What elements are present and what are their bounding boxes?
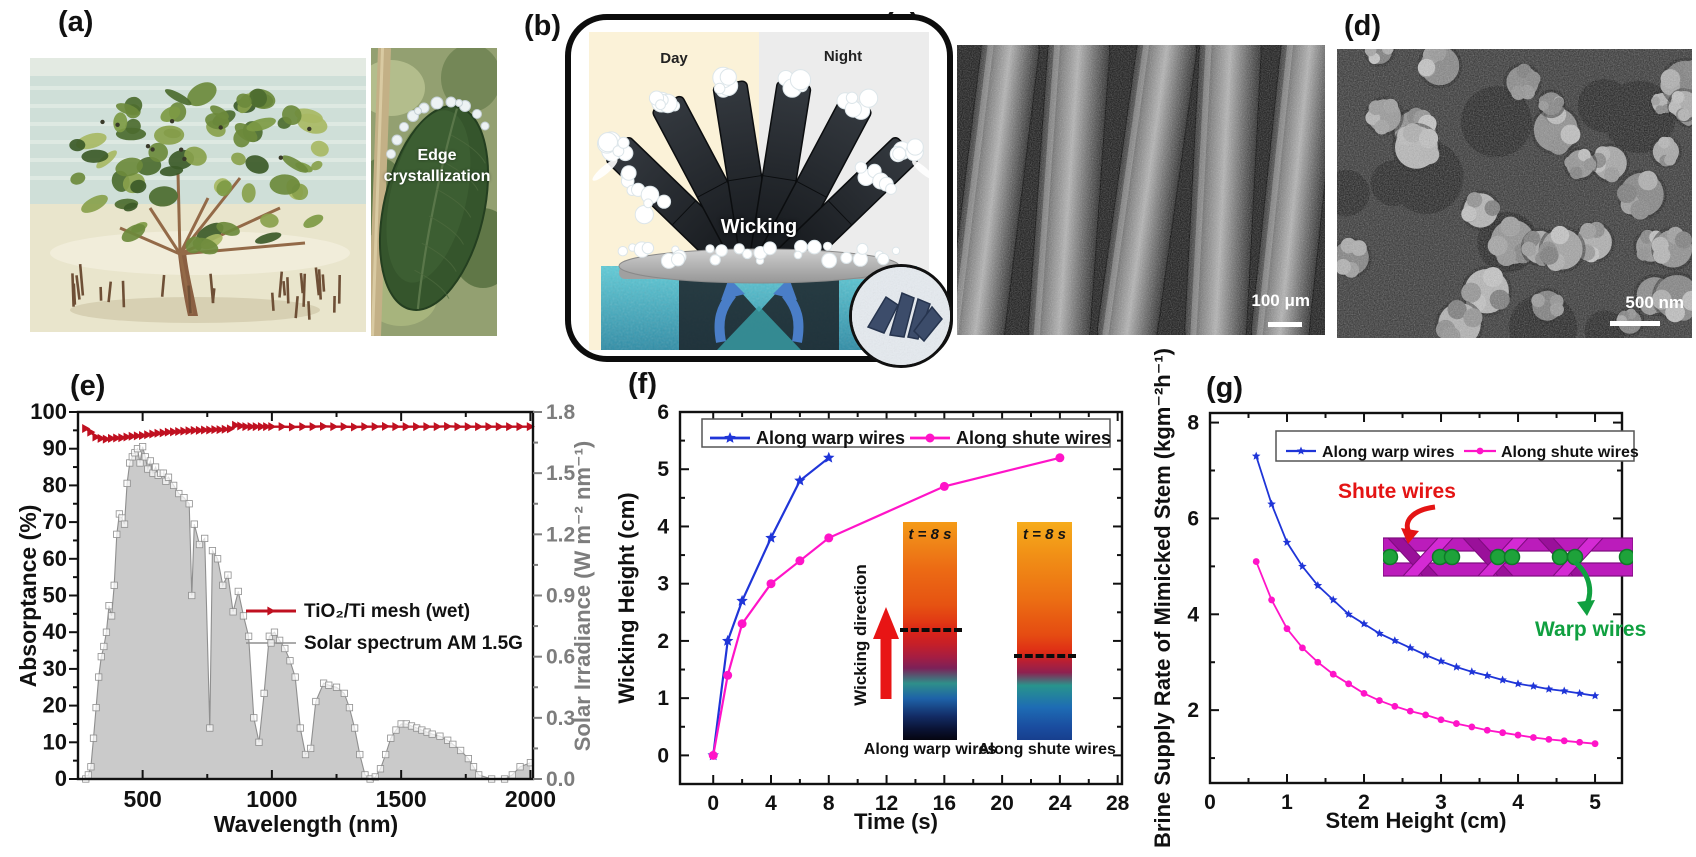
svg-text:12: 12 xyxy=(875,792,898,815)
svg-text:0: 0 xyxy=(1204,791,1216,814)
time-stamp-left: t = 8 s xyxy=(908,526,952,543)
svg-text:2: 2 xyxy=(1358,791,1370,814)
day-label: Day xyxy=(660,50,688,67)
scale-bar-label-c: 100 μm xyxy=(1251,291,1310,310)
svg-text:70: 70 xyxy=(43,509,67,534)
svg-text:6: 6 xyxy=(1187,507,1199,530)
svg-text:Solar spectrum AM 1.5G: Solar spectrum AM 1.5G xyxy=(304,633,523,654)
panel-label-e: (e) xyxy=(70,370,106,402)
svg-text:40: 40 xyxy=(43,619,67,644)
svg-text:1.2: 1.2 xyxy=(546,523,575,546)
svg-text:2000: 2000 xyxy=(505,786,556,812)
svg-text:Along shute wires: Along shute wires xyxy=(1501,444,1639,461)
svg-text:8: 8 xyxy=(1187,412,1199,435)
svg-text:6: 6 xyxy=(657,401,669,424)
svg-text:0.0: 0.0 xyxy=(546,768,575,791)
day-night-wicking-schematic: Day Night Wicking xyxy=(565,14,953,368)
warp-wires-arrow xyxy=(1573,560,1595,616)
svg-text:90: 90 xyxy=(43,436,67,461)
panel-label-b: (b) xyxy=(524,10,562,42)
svg-text:Stem Height (cm): Stem Height (cm) xyxy=(1326,808,1507,833)
svg-text:1.8: 1.8 xyxy=(546,401,576,424)
svg-text:1000: 1000 xyxy=(246,786,297,812)
svg-text:4: 4 xyxy=(1187,603,1199,626)
svg-text:5: 5 xyxy=(657,458,669,481)
svg-text:Time (s): Time (s) xyxy=(854,809,938,834)
svg-text:0.6: 0.6 xyxy=(546,646,575,669)
shute-wires-arrow xyxy=(1401,504,1436,544)
svg-text:Wicking Height (cm): Wicking Height (cm) xyxy=(614,492,639,703)
mangrove-tree-photo xyxy=(30,58,366,332)
svg-text:500: 500 xyxy=(123,786,161,812)
svg-text:1.5: 1.5 xyxy=(546,462,576,485)
panel-label-a: (a) xyxy=(58,6,94,38)
time-stamp-right: t = 8 s xyxy=(1023,526,1066,543)
svg-text:Solar Irradiance (W m⁻² nm⁻¹): Solar Irradiance (W m⁻² nm⁻¹) xyxy=(570,441,595,752)
svg-text:30: 30 xyxy=(43,656,67,681)
svg-text:1: 1 xyxy=(657,687,669,710)
svg-text:3: 3 xyxy=(1435,791,1447,814)
svg-text:80: 80 xyxy=(43,472,67,497)
thermal-image-warp: t = 8 s xyxy=(900,522,962,740)
svg-text:0: 0 xyxy=(657,744,669,767)
thermal-image-shute: t = 8 s xyxy=(1014,522,1076,740)
shute-wires-label: Shute wires xyxy=(1338,480,1456,503)
svg-text:2: 2 xyxy=(1187,699,1199,722)
svg-text:Along warp wires: Along warp wires xyxy=(1322,444,1455,461)
svg-text:1500: 1500 xyxy=(376,786,427,812)
wicking-direction-label: Wicking direction xyxy=(851,564,870,706)
panel-label-d: (d) xyxy=(1344,10,1382,42)
scale-bar-label-d: 500 nm xyxy=(1625,293,1684,312)
svg-text:100: 100 xyxy=(30,399,67,424)
svg-text:Wavelength (nm): Wavelength (nm) xyxy=(214,811,398,837)
svg-text:2: 2 xyxy=(657,630,669,653)
svg-text:0: 0 xyxy=(707,792,719,815)
svg-text:0: 0 xyxy=(55,766,67,791)
svg-text:60: 60 xyxy=(43,546,67,571)
svg-text:4: 4 xyxy=(1512,791,1524,814)
panel-label-f: (f) xyxy=(628,368,657,400)
sem-woven-wires-image xyxy=(957,45,1325,335)
schematic-artwork xyxy=(592,66,934,350)
thermal-caption-shute: Along shute wires xyxy=(978,741,1116,758)
svg-text:0.9: 0.9 xyxy=(546,585,575,608)
edge-crystallization-label: Edge crystallization xyxy=(383,147,491,185)
svg-text:Along warp wires: Along warp wires xyxy=(756,428,905,448)
svg-text:3: 3 xyxy=(657,573,669,596)
folded-mesh-photo xyxy=(852,267,950,365)
scale-bar-c xyxy=(1268,322,1302,327)
svg-text:16: 16 xyxy=(933,792,956,815)
svg-text:TiO₂/Ti mesh (wet): TiO₂/Ti mesh (wet) xyxy=(304,601,470,622)
svg-text:Along shute wires: Along shute wires xyxy=(956,428,1111,448)
wicking-direction-arrow xyxy=(873,607,899,699)
thermal-caption-warp: Along warp wires xyxy=(863,741,997,758)
svg-text:20: 20 xyxy=(43,693,67,718)
svg-text:10: 10 xyxy=(43,729,67,754)
sample-photo-inset xyxy=(849,264,953,368)
woven-mesh-schematic xyxy=(1383,537,1633,577)
svg-text:Brine Supply Rate of Mimicked: Brine Supply Rate of Mimicked Stem (kgm⁻… xyxy=(1150,348,1175,848)
wicking-label: Wicking xyxy=(720,216,798,238)
warp-wires-label: Warp wires xyxy=(1535,618,1647,641)
svg-text:50: 50 xyxy=(43,583,67,608)
scale-bar-d xyxy=(1610,321,1660,326)
wicking-front-line-left xyxy=(900,628,962,632)
svg-text:28: 28 xyxy=(1106,792,1130,815)
svg-text:Absorptance (%): Absorptance (%) xyxy=(15,505,41,688)
svg-text:4: 4 xyxy=(765,792,777,815)
salt-crystallized-leaf-photo xyxy=(371,48,497,336)
svg-text:8: 8 xyxy=(823,792,835,815)
night-label: Night xyxy=(823,48,863,65)
svg-text:5: 5 xyxy=(1589,791,1601,814)
sem-nanoparticles-image xyxy=(1337,49,1692,338)
svg-text:24: 24 xyxy=(1048,792,1072,815)
svg-text:20: 20 xyxy=(990,792,1013,815)
svg-text:0.3: 0.3 xyxy=(546,707,575,730)
svg-text:1: 1 xyxy=(1281,791,1293,814)
wicking-front-line-right xyxy=(1014,654,1076,658)
panel-label-g: (g) xyxy=(1206,372,1244,404)
svg-text:4: 4 xyxy=(657,515,669,538)
